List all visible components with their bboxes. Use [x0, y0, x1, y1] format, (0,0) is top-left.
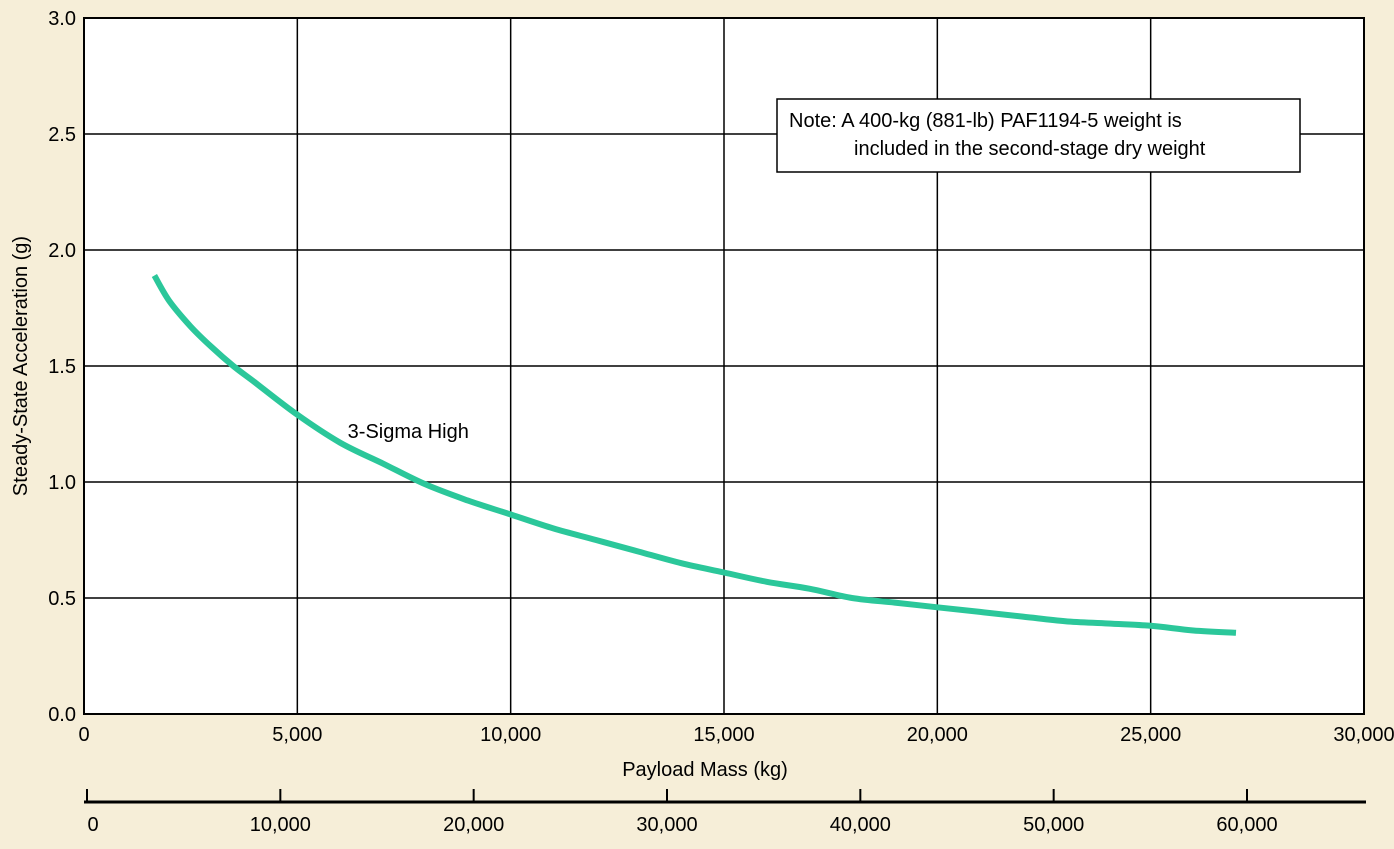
y-tick-label: 1.0: [48, 472, 76, 494]
series-line: [151, 273, 1237, 636]
x-axis: 0 5,000 10,000 15,000 20,000 25,000 30,000: [78, 724, 1394, 746]
note-frame: [776, 98, 1301, 173]
secondary-x-tick-label: 60,000: [1216, 814, 1277, 836]
x-tick-label: 30,000: [1333, 724, 1394, 746]
y-axis-label: Steady-State Acceleration (g): [10, 236, 32, 496]
x-tick-label: 20,000: [907, 724, 968, 746]
y-tick-label: 0.5: [48, 588, 76, 610]
x-tick-label: 10,000: [480, 724, 541, 746]
x-tick-label: 0: [78, 724, 89, 746]
secondary-x-tick-label: 20,000: [443, 814, 504, 836]
secondary-x-axis: 0 10,000 20,000 30,000 40,000 50,000 60,000: [86, 789, 1278, 836]
x-tick-label: 5,000: [272, 724, 322, 746]
series-label: 3-Sigma High: [348, 421, 469, 443]
x-axis-label: Payload Mass (kg): [622, 759, 788, 781]
series-layer: [151, 273, 1237, 636]
plot-frame: [83, 17, 1365, 715]
secondary-x-tick-label: 50,000: [1023, 814, 1084, 836]
y-tick-label: 1.5: [48, 356, 76, 378]
secondary-x-tick-label: 0: [87, 814, 98, 836]
x-tick-label: 25,000: [1120, 724, 1181, 746]
y-tick-label: 3.0: [48, 8, 76, 30]
secondary-x-tick-label: 30,000: [636, 814, 697, 836]
note-line-2: included in the second-stage dry weight: [854, 138, 1206, 160]
y-tick-label: 2.5: [48, 124, 76, 146]
secondary-x-tick-label: 40,000: [830, 814, 891, 836]
y-tick-label: 0.0: [48, 704, 76, 726]
x-tick-label: 15,000: [693, 724, 754, 746]
y-tick-label: 2.0: [48, 240, 76, 262]
note-line-1: Note: A 400-kg (881-lb) PAF1194-5 weight…: [789, 110, 1182, 132]
note-box: Note: A 400-kg (881-lb) PAF1194-5 weight…: [776, 98, 1301, 173]
y-axis: 0.0 0.5 1.0 1.5 2.0 2.5 3.0: [48, 8, 76, 726]
secondary-x-tick-label: 10,000: [250, 814, 311, 836]
